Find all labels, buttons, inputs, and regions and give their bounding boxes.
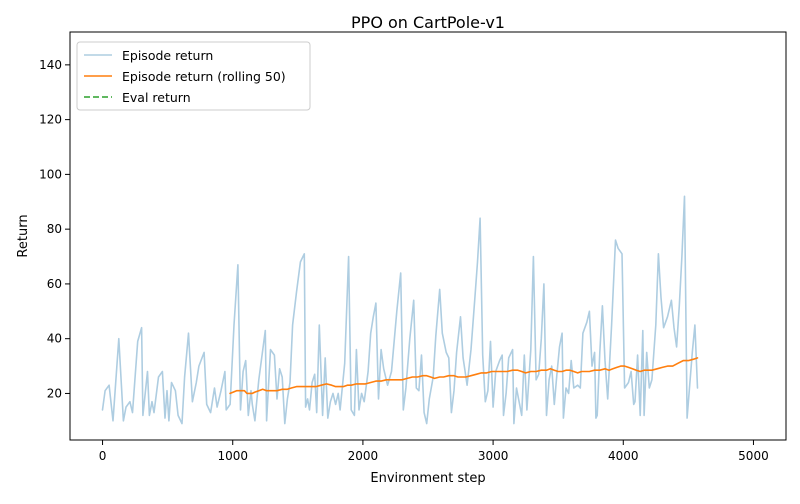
y-tick-label: 100 — [39, 167, 62, 181]
series-layer — [101, 195, 699, 425]
legend-box — [76, 41, 311, 111]
x-tick-label: 2000 — [348, 449, 379, 463]
x-tick-label: 4000 — [608, 449, 639, 463]
y-tick-label: 40 — [47, 332, 62, 346]
chart-title: PPO on CartPole-v1 — [351, 13, 505, 32]
y-tick-label: 140 — [39, 58, 62, 72]
plot-frame — [69, 31, 787, 441]
x-axis-ticks: 0 1000 2000 3000 4000 5000 — [99, 440, 769, 463]
y-axis-label: Return — [16, 214, 31, 257]
series-line-0 — [101, 195, 699, 425]
legend-label: Episode return (rolling 50) — [122, 69, 286, 84]
y-tick-label: 120 — [39, 113, 62, 127]
plot-area — [69, 31, 787, 441]
legend: Episode return Episode return (rolling 50… — [76, 41, 311, 111]
x-tick-label: 3000 — [478, 449, 509, 463]
x-tick-label: 0 — [99, 449, 107, 463]
legend-label: Eval return — [122, 90, 191, 105]
y-tick-label: 60 — [47, 277, 62, 291]
legend-label: Episode return — [122, 48, 213, 63]
x-axis-label: Environment step — [370, 471, 485, 486]
y-tick-label: 80 — [47, 222, 62, 236]
x-tick-label: 1000 — [217, 449, 248, 463]
y-tick-label: 20 — [47, 386, 62, 400]
x-tick-label: 5000 — [738, 449, 769, 463]
y-axis-ticks: 20 40 60 80 100 120 140 — [39, 58, 70, 400]
series-line-1 — [229, 357, 699, 395]
legend-items: Episode return Episode return (rolling 50… — [84, 48, 286, 105]
